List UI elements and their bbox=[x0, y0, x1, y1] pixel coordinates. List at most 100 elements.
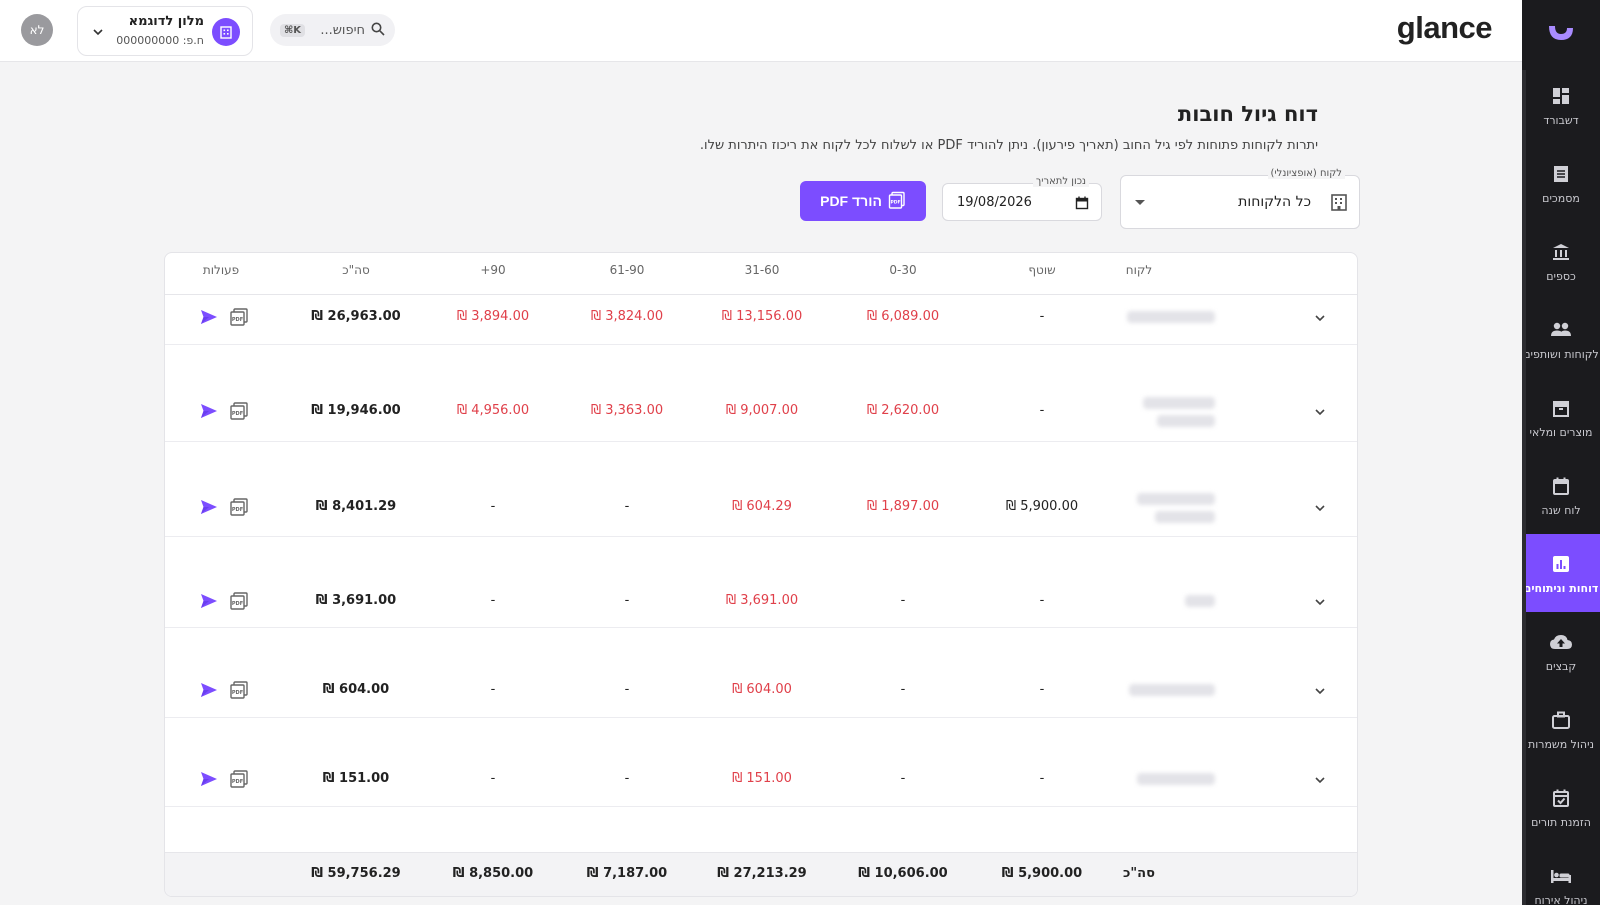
svg-text:PDF: PDF bbox=[232, 601, 243, 607]
sidebar-scrollbar[interactable] bbox=[1522, 70, 1526, 905]
chevron-down-icon bbox=[92, 23, 104, 42]
sidebar-item-bank[interactable]: כספים bbox=[1522, 222, 1600, 300]
customer-name-redacted[interactable] bbox=[1185, 595, 1215, 607]
sidebar-item-label: דוחות וניתוחים bbox=[1523, 581, 1599, 595]
send-icon[interactable] bbox=[199, 680, 219, 700]
table-row[interactable]: ₪ 5,900.00 ₪ 1,897.00 ₪ 604.29 - - ₪ 8,401.29… bbox=[165, 253, 1357, 896]
as-of-date-input[interactable]: נכון לתאריך 19/08/2026 bbox=[942, 176, 1102, 221]
cell-total: ₪ 3,691.00 bbox=[315, 593, 397, 608]
column-header[interactable]: +90 bbox=[480, 263, 506, 277]
sidebar-item-archive[interactable]: מוצרים ומלאי bbox=[1522, 378, 1600, 456]
column-header[interactable]: שוטף bbox=[1028, 263, 1056, 277]
download-pdf-button[interactable]: PDF הורד PDF bbox=[800, 181, 926, 221]
row-divider bbox=[165, 806, 1357, 807]
dashboard-icon bbox=[1549, 84, 1573, 108]
row-divider bbox=[165, 627, 1357, 628]
customer-name-redacted[interactable] bbox=[1127, 311, 1215, 323]
sidebar-item-people[interactable]: לקוחות ושותפים bbox=[1522, 300, 1600, 378]
sidebar-item-cloud-upload[interactable]: קבצים bbox=[1522, 612, 1600, 690]
send-icon[interactable] bbox=[199, 769, 219, 789]
table-row[interactable]: - ₪ 6,089.00 ₪ 13,156.00 ₪ 3,824.00 ₪ 3,894.… bbox=[165, 253, 1357, 896]
table-header-divider bbox=[165, 294, 1357, 295]
customer-name-redacted[interactable] bbox=[1157, 415, 1215, 427]
download-pdf-icon[interactable]: PDF bbox=[229, 307, 249, 327]
business-name: מלון לדוגמא bbox=[128, 14, 204, 29]
totals-label: סה"כ bbox=[1123, 866, 1155, 881]
download-pdf-icon[interactable]: PDF bbox=[229, 497, 249, 517]
cell-d90: ₪ 4,956.00 bbox=[456, 403, 530, 418]
sidebar-item-label: מסמכים bbox=[1542, 191, 1580, 205]
sidebar-item-documents[interactable]: מסמכים bbox=[1522, 144, 1600, 222]
total-d90: ₪ 8,850.00 bbox=[452, 866, 534, 881]
search-box[interactable]: חיפוש... K⌘ bbox=[270, 14, 395, 46]
expand-chevron-icon[interactable] bbox=[1313, 404, 1327, 418]
total-current: ₪ 5,900.00 bbox=[1001, 866, 1083, 881]
send-icon[interactable] bbox=[199, 401, 219, 421]
cell-d31-60: ₪ 13,156.00 bbox=[721, 309, 803, 324]
download-pdf-icon[interactable]: PDF bbox=[229, 591, 249, 611]
customer-name-redacted[interactable] bbox=[1137, 493, 1215, 505]
sidebar-item-calendar[interactable]: לוח שנה bbox=[1522, 456, 1600, 534]
calendar-icon[interactable] bbox=[1075, 195, 1089, 214]
brand-wordmark[interactable]: glance bbox=[1396, 10, 1493, 45]
row-divider bbox=[165, 717, 1357, 718]
svg-text:PDF: PDF bbox=[232, 779, 243, 785]
table-row[interactable]: - - ₪ 604.00 - - ₪ 604.00 PDF bbox=[165, 253, 1357, 896]
app-logo[interactable] bbox=[1522, 0, 1600, 66]
send-icon[interactable] bbox=[199, 591, 219, 611]
row-divider bbox=[165, 536, 1357, 537]
customer-name-redacted[interactable] bbox=[1155, 511, 1215, 523]
customer-name-redacted[interactable] bbox=[1129, 684, 1215, 696]
expand-chevron-icon[interactable] bbox=[1313, 683, 1327, 697]
cell-total: ₪ 604.00 bbox=[322, 682, 390, 697]
customer-name-redacted[interactable] bbox=[1143, 397, 1215, 409]
column-header[interactable]: 61-90 bbox=[609, 263, 645, 277]
cell-d31-60: ₪ 151.00 bbox=[732, 771, 792, 786]
expand-chevron-icon[interactable] bbox=[1313, 310, 1327, 324]
expand-chevron-icon[interactable] bbox=[1313, 772, 1327, 786]
download-pdf-icon[interactable]: PDF bbox=[229, 769, 249, 789]
total-d61-90: ₪ 7,187.00 bbox=[586, 866, 668, 881]
sidebar-item-label: ניהול משמרות bbox=[1528, 737, 1594, 751]
cell-d90: - bbox=[490, 593, 496, 608]
cell-d61-90: - bbox=[624, 682, 630, 697]
customer-name-redacted[interactable] bbox=[1137, 773, 1215, 785]
cell-d61-90: - bbox=[624, 771, 630, 786]
sidebar-item-reports[interactable]: דוחות וניתוחים bbox=[1522, 534, 1600, 612]
table-row[interactable]: - - ₪ 151.00 - - ₪ 151.00 PDF bbox=[165, 253, 1357, 896]
aging-table: לקוח שוטף 0-30 31-60 61-90 +90 סה"כ פעולות - ₪ 6… bbox=[164, 252, 1358, 897]
cell-d61-90: ₪ 3,824.00 bbox=[590, 309, 664, 324]
download-pdf-icon[interactable]: PDF bbox=[229, 680, 249, 700]
sidebar-item-briefcase[interactable]: ניהול משמרות bbox=[1522, 690, 1600, 768]
table-row[interactable]: - ₪ 2,620.00 ₪ 9,007.00 ₪ 3,363.00 ₪ 4,956.0… bbox=[165, 253, 1357, 896]
cell-d90: - bbox=[490, 499, 496, 514]
cell-d0-30: - bbox=[900, 593, 906, 608]
expand-chevron-icon[interactable] bbox=[1313, 500, 1327, 514]
cell-d31-60: ₪ 604.29 bbox=[732, 499, 792, 514]
column-header[interactable]: לקוח bbox=[1125, 263, 1153, 277]
send-icon[interactable] bbox=[199, 307, 219, 327]
business-id: ח.פ: 000000000 bbox=[116, 34, 204, 47]
sidebar-item-dashboard[interactable]: דשבורד bbox=[1522, 66, 1600, 144]
search-icon bbox=[371, 21, 385, 40]
sidebar-item-calendar-check[interactable]: הזמנת תורים bbox=[1522, 768, 1600, 846]
column-header[interactable]: 0-30 bbox=[889, 263, 917, 277]
user-avatar[interactable]: לא bbox=[21, 14, 53, 46]
sidebar-item-bed[interactable]: ניהול אירוח bbox=[1522, 846, 1600, 905]
svg-text:PDF: PDF bbox=[890, 199, 900, 205]
table-row[interactable]: - - ₪ 3,691.00 - - ₪ 3,691.00 PDF bbox=[165, 253, 1357, 896]
column-header[interactable]: סה"כ bbox=[342, 263, 370, 277]
customer-select[interactable]: לקוח (אופציונלי) כל הלקוחות bbox=[1120, 168, 1360, 229]
business-switcher[interactable]: מלון לדוגמא ח.פ: 000000000 bbox=[77, 6, 253, 56]
total-d0-30: ₪ 10,606.00 bbox=[858, 866, 948, 881]
download-pdf-icon[interactable]: PDF bbox=[229, 401, 249, 421]
send-icon[interactable] bbox=[199, 497, 219, 517]
cell-current: - bbox=[1039, 682, 1045, 697]
column-header[interactable]: פעולות bbox=[202, 263, 240, 277]
expand-chevron-icon[interactable] bbox=[1313, 594, 1327, 608]
page-title: דוח גיול חובות bbox=[1177, 102, 1318, 126]
sidebar-item-label: לוח שנה bbox=[1541, 503, 1581, 517]
column-header[interactable]: 31-60 bbox=[744, 263, 780, 277]
sidebar-item-label: קבצים bbox=[1545, 659, 1577, 673]
row-divider bbox=[165, 441, 1357, 442]
